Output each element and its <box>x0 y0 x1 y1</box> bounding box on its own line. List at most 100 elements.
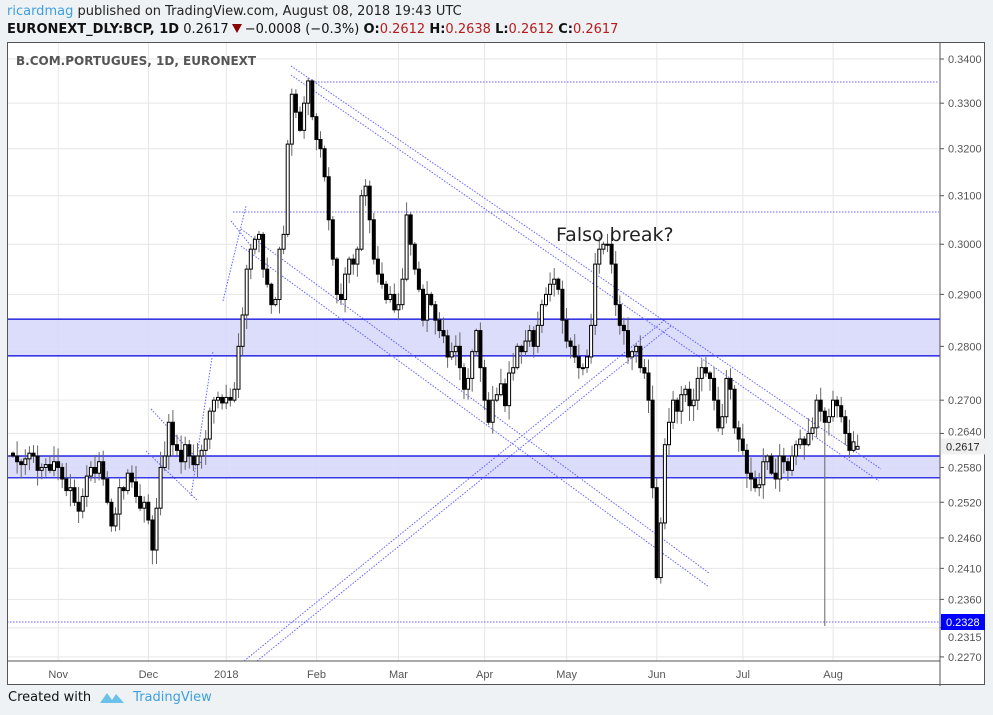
candle-body <box>429 293 434 306</box>
candle-body <box>363 185 368 197</box>
candle-body <box>23 458 28 466</box>
price-tick-label: 0.2900 <box>948 289 982 301</box>
candle-body <box>183 444 188 463</box>
candle <box>404 202 409 282</box>
time-tick-label: Jul <box>736 669 750 681</box>
candle <box>52 446 56 477</box>
candle-body <box>375 258 380 275</box>
candle <box>650 385 655 499</box>
candle-body <box>740 438 745 451</box>
candle <box>68 474 73 507</box>
candle <box>232 382 237 403</box>
candle-body <box>732 388 737 429</box>
candle-body <box>712 377 717 401</box>
candle-body <box>134 481 138 497</box>
flag-line <box>222 205 247 302</box>
candle <box>617 295 622 335</box>
footer: Created with TradingView <box>8 689 212 705</box>
candle-body <box>158 466 163 509</box>
candle <box>273 296 278 307</box>
candle-body <box>544 293 548 306</box>
candle-body <box>322 148 327 178</box>
flag-line <box>190 350 214 497</box>
candle <box>334 257 339 304</box>
candle <box>494 387 499 403</box>
candle <box>31 445 36 463</box>
candle-body <box>642 367 647 374</box>
candlestick-chart[interactable]: 0.3400 0.3300 0.3200 0.3100 0.3000 0.2900 0.28… <box>8 43 986 686</box>
candle-body <box>228 396 233 401</box>
candle-body <box>154 507 159 551</box>
candle <box>216 391 220 409</box>
candle-body <box>708 372 712 379</box>
tradingview-link[interactable]: TradingView <box>133 689 212 705</box>
candle <box>23 449 28 475</box>
created-with-label: Created with <box>8 689 92 705</box>
candle-body <box>121 487 126 492</box>
candle <box>466 368 471 400</box>
candle-body <box>462 367 466 390</box>
candle <box>109 498 114 532</box>
candle <box>478 322 483 382</box>
candle <box>630 349 635 371</box>
author-link[interactable]: ricardmag <box>7 4 74 19</box>
candle <box>380 262 384 289</box>
candle-body <box>396 304 401 311</box>
last-price-tag <box>941 438 985 455</box>
candle-body <box>687 388 692 407</box>
price-tick-label: 0.3200 <box>948 144 982 156</box>
chart-title: B.COM.PORTUGUES, 1D, EURONEXT <box>16 54 257 68</box>
candle <box>146 494 151 525</box>
ascending-trend-line <box>243 318 667 662</box>
candle <box>777 444 782 492</box>
descending-channel-line <box>240 228 710 574</box>
candle <box>744 443 749 488</box>
annotation-text[interactable]: Falso break? <box>556 224 674 246</box>
price-tick-label: 0.2700 <box>948 395 982 407</box>
candle <box>740 423 745 457</box>
candle <box>166 414 171 470</box>
candle-body <box>474 330 479 353</box>
candle <box>76 486 81 523</box>
open-value: 0.2612 <box>379 22 426 37</box>
candle <box>609 232 614 274</box>
candle-body <box>269 283 274 306</box>
candle-body <box>310 80 315 118</box>
candle-body <box>486 399 491 423</box>
candle <box>351 254 356 275</box>
time-tick-label: Nov <box>48 669 68 681</box>
candle-body <box>814 399 819 429</box>
price-tick-label: 0.2360 <box>948 594 982 606</box>
candle-body <box>470 351 475 379</box>
candle <box>753 470 758 492</box>
candle <box>289 88 294 156</box>
time-tick-label: Dec <box>139 669 159 681</box>
candle <box>281 225 286 255</box>
candle <box>621 317 626 345</box>
candle <box>712 367 717 411</box>
flag-line <box>145 450 199 502</box>
candle <box>179 435 184 474</box>
candle <box>626 317 630 364</box>
candle <box>462 363 466 400</box>
time-tick-label: Aug <box>823 669 843 681</box>
candle-body <box>769 455 774 474</box>
candle <box>93 454 97 483</box>
candle <box>47 455 52 474</box>
candle <box>589 313 594 364</box>
candle-body <box>170 421 175 446</box>
candle <box>736 420 741 452</box>
candle <box>556 277 561 295</box>
candle-body <box>425 293 430 321</box>
candle-body <box>56 461 61 468</box>
chart-panel[interactable]: 0.3400 0.3300 0.3200 0.3100 0.3000 0.2900 0.28… <box>7 42 986 686</box>
candle <box>400 268 405 310</box>
candle-body <box>847 432 852 451</box>
low-value: 0.2612 <box>508 22 555 37</box>
high-value: 0.2638 <box>445 22 491 37</box>
candle <box>449 342 454 361</box>
candle <box>560 280 565 334</box>
candle-body <box>19 461 24 466</box>
candle-body <box>433 304 438 321</box>
candle <box>511 353 516 381</box>
